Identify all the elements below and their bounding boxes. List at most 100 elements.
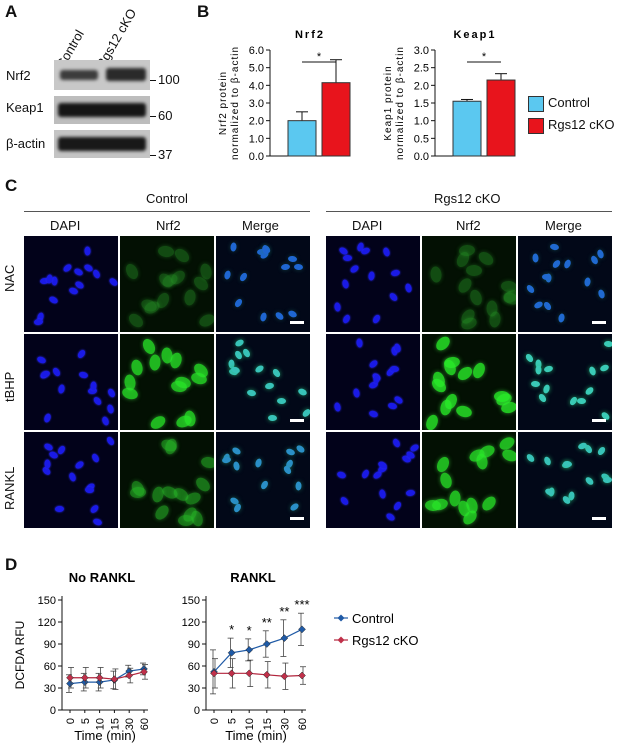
blot-strip-keap1 <box>54 96 150 124</box>
micrograph-rankl-dapi-control <box>24 432 118 528</box>
micrograph-tbhp-dapi-cko <box>326 334 420 430</box>
group-label-control: Control <box>146 191 188 206</box>
x-tick-label: 15 <box>262 718 274 730</box>
condition-label-nac: NAC <box>2 264 17 292</box>
scale-bar <box>592 419 606 422</box>
x-tick-label: 10 <box>95 718 107 730</box>
blot-marker-60: 60 <box>158 108 173 123</box>
blot-marker-37: 37 <box>158 147 173 162</box>
bar-rgs12-cko <box>486 79 516 157</box>
legend-label-control: Control <box>352 611 394 626</box>
group-label-cko: Rgs12 cKO <box>434 191 501 206</box>
significance-star: * <box>317 51 322 63</box>
x-tick-label: 30 <box>279 718 291 730</box>
y-tick-label: 0.5 <box>414 133 429 145</box>
x-tick-label: 10 <box>244 718 256 730</box>
significance-label: ** <box>279 604 289 619</box>
line-chart-title: RANKL <box>230 570 276 585</box>
channel-label-merge-1: Merge <box>242 218 279 233</box>
channel-label-dapi-1: DAPI <box>50 218 81 233</box>
blot-row-label-actin: β-actin <box>6 136 46 151</box>
micrograph-nac-dapi-cko <box>326 236 420 332</box>
y-tick-label: 0.0 <box>414 151 429 163</box>
blot-row-label-keap1: Keap1 <box>6 100 44 115</box>
x-tick-label: 5 <box>227 718 239 724</box>
scale-bar <box>592 321 606 324</box>
data-point <box>245 646 254 654</box>
data-point <box>125 671 134 680</box>
y-tick-label: 150 <box>182 595 200 607</box>
significance-star: * <box>482 51 487 63</box>
y-tick-label: 1.5 <box>414 98 429 110</box>
bar-control <box>287 120 317 157</box>
micrograph-nac-nrf2-cko <box>422 236 516 332</box>
y-tick-label: 4.0 <box>249 80 264 92</box>
significance-label: *** <box>294 597 309 612</box>
legend-marker-control <box>337 614 345 622</box>
micrograph-rankl-dapi-cko <box>326 432 420 528</box>
data-point <box>110 675 119 684</box>
y-tick-label: 6.0 <box>249 45 264 57</box>
condition-label-tbhp: tBHP <box>2 371 17 402</box>
y-tick-label: 30 <box>188 683 200 695</box>
panel-letter-a: A <box>5 2 18 21</box>
blot-strip-nrf2 <box>54 60 150 90</box>
data-point <box>280 672 289 681</box>
micrograph-rankl-nrf2-control <box>120 432 214 528</box>
x-tick-label: 5 <box>80 718 92 724</box>
channel-label-merge-2: Merge <box>545 218 582 233</box>
data-point <box>140 668 148 676</box>
legend-marker-cko <box>337 636 345 644</box>
scale-bar <box>290 517 304 520</box>
y-tick-label: 5.0 <box>249 63 264 75</box>
x-tick-label: 15 <box>109 718 121 730</box>
micrograph-nac-dapi-control <box>24 236 118 332</box>
micrograph-tbhp-nrf2-cko <box>422 334 516 430</box>
x-axis-label: Time (min) <box>225 728 287 743</box>
x-tick-label: 60 <box>139 718 151 730</box>
channel-label-dapi-2: DAPI <box>352 218 383 233</box>
condition-label-rankl: RANKL <box>2 466 17 510</box>
x-tick-label: 30 <box>124 718 136 730</box>
y-axis-label: DCFDA RFU <box>13 621 27 690</box>
series-line-cko <box>214 672 303 677</box>
data-point <box>298 671 306 680</box>
legend-label-cko: Rgs12 cKO <box>352 633 418 648</box>
micrograph-tbhp-merge-control <box>216 334 310 430</box>
data-point <box>298 625 306 634</box>
y-tick-label: 120 <box>38 617 56 629</box>
data-point <box>80 673 89 682</box>
y-tick-label: 30 <box>44 683 56 695</box>
x-tick-label: 0 <box>209 718 221 724</box>
significance-label: * <box>247 623 252 638</box>
data-point <box>210 669 218 678</box>
y-tick-label: 2.5 <box>414 63 429 75</box>
significance-label: * <box>229 622 234 637</box>
y-tick-label: 1.0 <box>414 116 429 128</box>
legend-label-cko: Rgs12 cKO <box>548 117 615 132</box>
bar-chart-title: Nrf2 <box>295 29 325 41</box>
legend-label-control: Control <box>548 95 590 110</box>
x-tick-label: 0 <box>65 718 77 724</box>
bar-control <box>452 100 482 157</box>
y-tick-label: 60 <box>44 661 56 673</box>
data-point <box>66 679 74 688</box>
y-axis-label: Nrf2 proteinnormalized to β-actin <box>218 46 241 160</box>
scale-bar <box>290 419 304 422</box>
blot-strip-actin <box>54 130 150 158</box>
y-tick-label: 0 <box>194 705 200 717</box>
significance-label: ** <box>262 615 272 630</box>
x-tick-label: 60 <box>297 718 309 730</box>
bar-rgs12-cko <box>321 82 351 157</box>
data-point <box>262 670 271 679</box>
micrograph-tbhp-dapi-control <box>24 334 118 430</box>
series-line-control <box>213 628 303 673</box>
micrograph-nac-merge-cko <box>518 236 612 332</box>
micrograph-rankl-merge-cko <box>518 432 612 528</box>
y-tick-label: 3.0 <box>249 98 264 110</box>
line-chart-title: No RANKL <box>69 570 135 585</box>
y-tick-label: 120 <box>182 617 200 629</box>
data-point <box>262 640 271 648</box>
micrograph-rankl-merge-control <box>216 432 310 528</box>
